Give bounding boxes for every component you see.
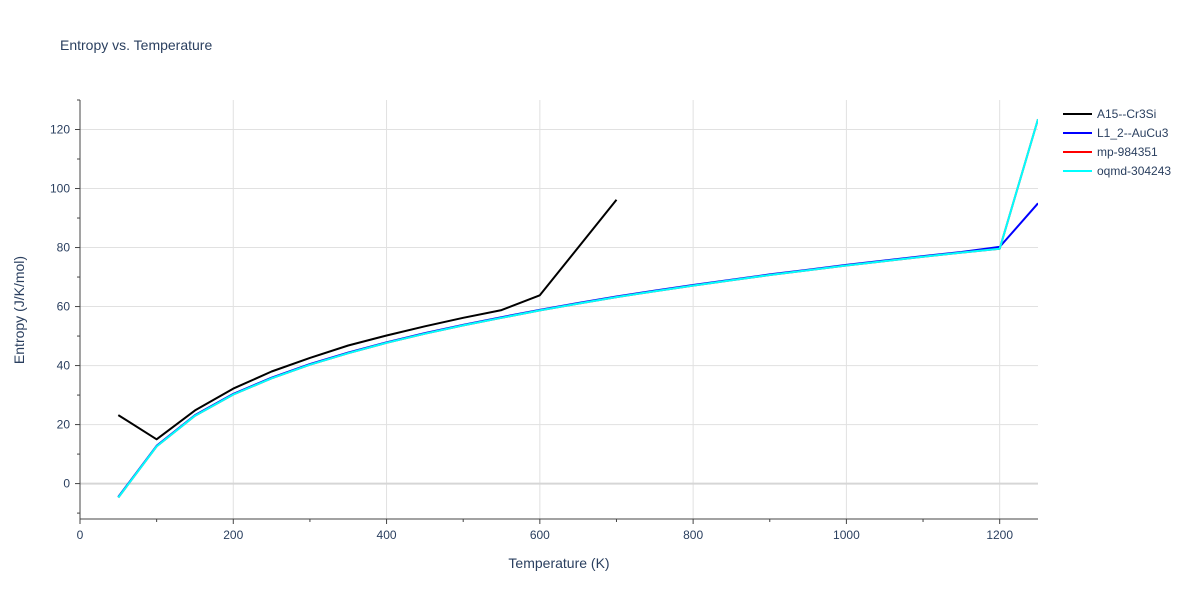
x-tick-label: 1000 xyxy=(833,528,860,542)
legend-item-mp-984351[interactable]: mp-984351 xyxy=(1063,145,1158,159)
y-tick-label: 0 xyxy=(63,477,70,491)
legend-label: oqmd-304243 xyxy=(1097,164,1171,178)
x-tick-label: 200 xyxy=(223,528,243,542)
series-line-oqmd-304243 xyxy=(117,118,1038,499)
legend-item-a15-cr3si[interactable]: A15--Cr3Si xyxy=(1063,107,1156,121)
y-tick-label: 40 xyxy=(57,359,71,373)
legend-item-oqmd-304243[interactable]: oqmd-304243 xyxy=(1063,164,1171,178)
axes xyxy=(79,100,1038,520)
y-axis-ticks: 0 20 40 60 80 100 120 xyxy=(50,99,80,514)
x-tick-label: 0 xyxy=(77,528,84,542)
x-tick-label: 600 xyxy=(530,528,550,542)
x-tick-label: 400 xyxy=(377,528,397,542)
series-line-a15-cr3si xyxy=(117,199,618,441)
legend-item-l1-2-aucu3[interactable]: L1_2--AuCu3 xyxy=(1063,126,1169,140)
y-tick-label: 60 xyxy=(57,300,71,314)
y-tick-label: 100 xyxy=(50,182,70,196)
y-tick-label: 120 xyxy=(50,123,70,137)
legend-label: L1_2--AuCu3 xyxy=(1097,126,1169,140)
x-axis-title: Temperature (K) xyxy=(508,555,609,571)
x-axis-ticks: 0 200 400 600 800 1000 1200 xyxy=(77,519,1013,542)
y-tick-label: 80 xyxy=(57,241,71,255)
gridlines xyxy=(80,100,1038,519)
x-tick-label: 800 xyxy=(683,528,703,542)
x-tick-label: 1200 xyxy=(986,528,1013,542)
legend-label: A15--Cr3Si xyxy=(1097,107,1156,121)
y-tick-label: 20 xyxy=(57,418,71,432)
y-axis-title: Entropy (J/K/mol) xyxy=(11,256,27,364)
chart-title: Entropy vs. Temperature xyxy=(60,37,212,53)
plot-area xyxy=(117,118,1038,499)
legend[interactable]: A15--Cr3Si L1_2--AuCu3 mp-984351 oqmd-30424… xyxy=(1063,107,1171,178)
legend-label: mp-984351 xyxy=(1097,145,1158,159)
